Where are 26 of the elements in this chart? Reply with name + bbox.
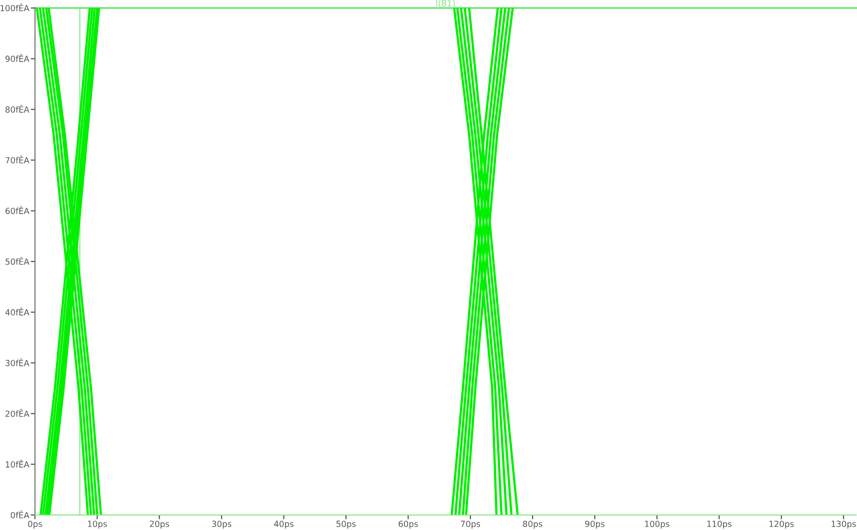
y-tick-label: 80fÊA [6,104,30,113]
x-tick-label: 100ps [645,520,670,529]
x-tick-label: 90ps [585,520,604,529]
y-tick-label: 70fÊA [6,156,30,164]
x-tick-label: 20ps [150,520,170,529]
x-tick-label: 0ps [28,520,42,529]
y-tick-label: 50fÊA [6,256,30,265]
y-tick-label: 10fÊA [6,460,30,468]
x-tick-label: 50ps [336,520,356,529]
y-tick-label: 60fÊA [6,206,30,214]
chart-title: I(B1) [436,0,455,8]
x-tick-label: 130ps [832,520,856,529]
x-tick-label: 60ps [398,520,418,529]
x-tick-label: 40ps [274,520,294,529]
x-tick-label: 10ps [88,520,107,529]
y-tick-label: 100fÊA [0,3,30,12]
y-tick-label: 90fÊA [5,54,30,62]
y-tick-label: 30fÊA [6,358,30,366]
x-tick-label: 70ps [460,520,480,529]
x-tick-label: 30ps [212,520,232,529]
x-tick-label: 120ps [770,520,794,529]
x-tick-label: 110ps [707,520,732,529]
y-tick-label: 40fÊA [5,308,30,316]
y-tick-label: 0fÊA [10,510,30,518]
x-tick-label: 80ps [523,520,542,529]
y-tick-label: 20fÊA [6,409,30,417]
